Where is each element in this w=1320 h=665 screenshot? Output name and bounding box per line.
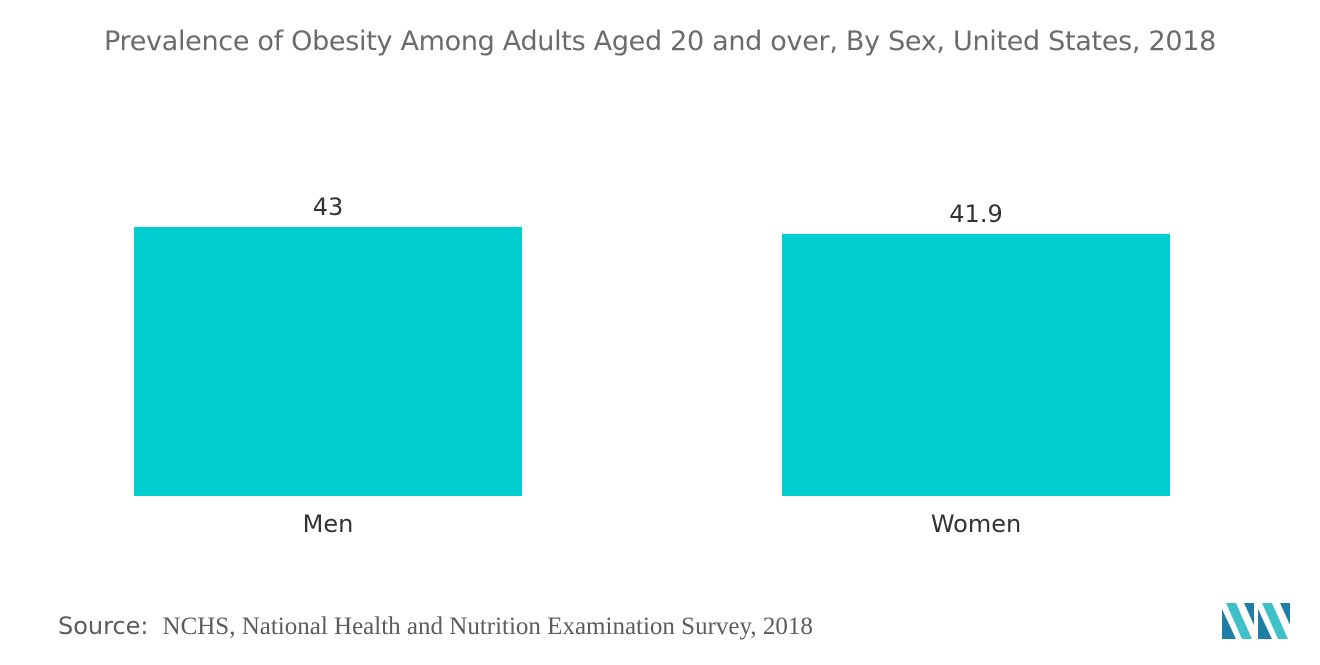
chart-title: Prevalence of Obesity Among Adults Aged … (104, 26, 1216, 57)
source-note: Source: NCHS, National Health and Nutriti… (58, 612, 813, 641)
data-label-men: 43 (313, 193, 344, 221)
bar-men (134, 227, 522, 496)
mordor-intelligence-logo-icon (1222, 603, 1290, 639)
source-text: NCHS, National Health and Nutrition Exam… (162, 613, 813, 640)
bar-chart: 43 Men 41.9 Women (134, 193, 1170, 538)
data-label-women: 41.9 (949, 200, 1002, 228)
bar-women (782, 233, 1170, 496)
category-label-women: Women (931, 510, 1021, 538)
category-label-men: Men (303, 510, 354, 538)
source-label: Source: (58, 612, 149, 640)
